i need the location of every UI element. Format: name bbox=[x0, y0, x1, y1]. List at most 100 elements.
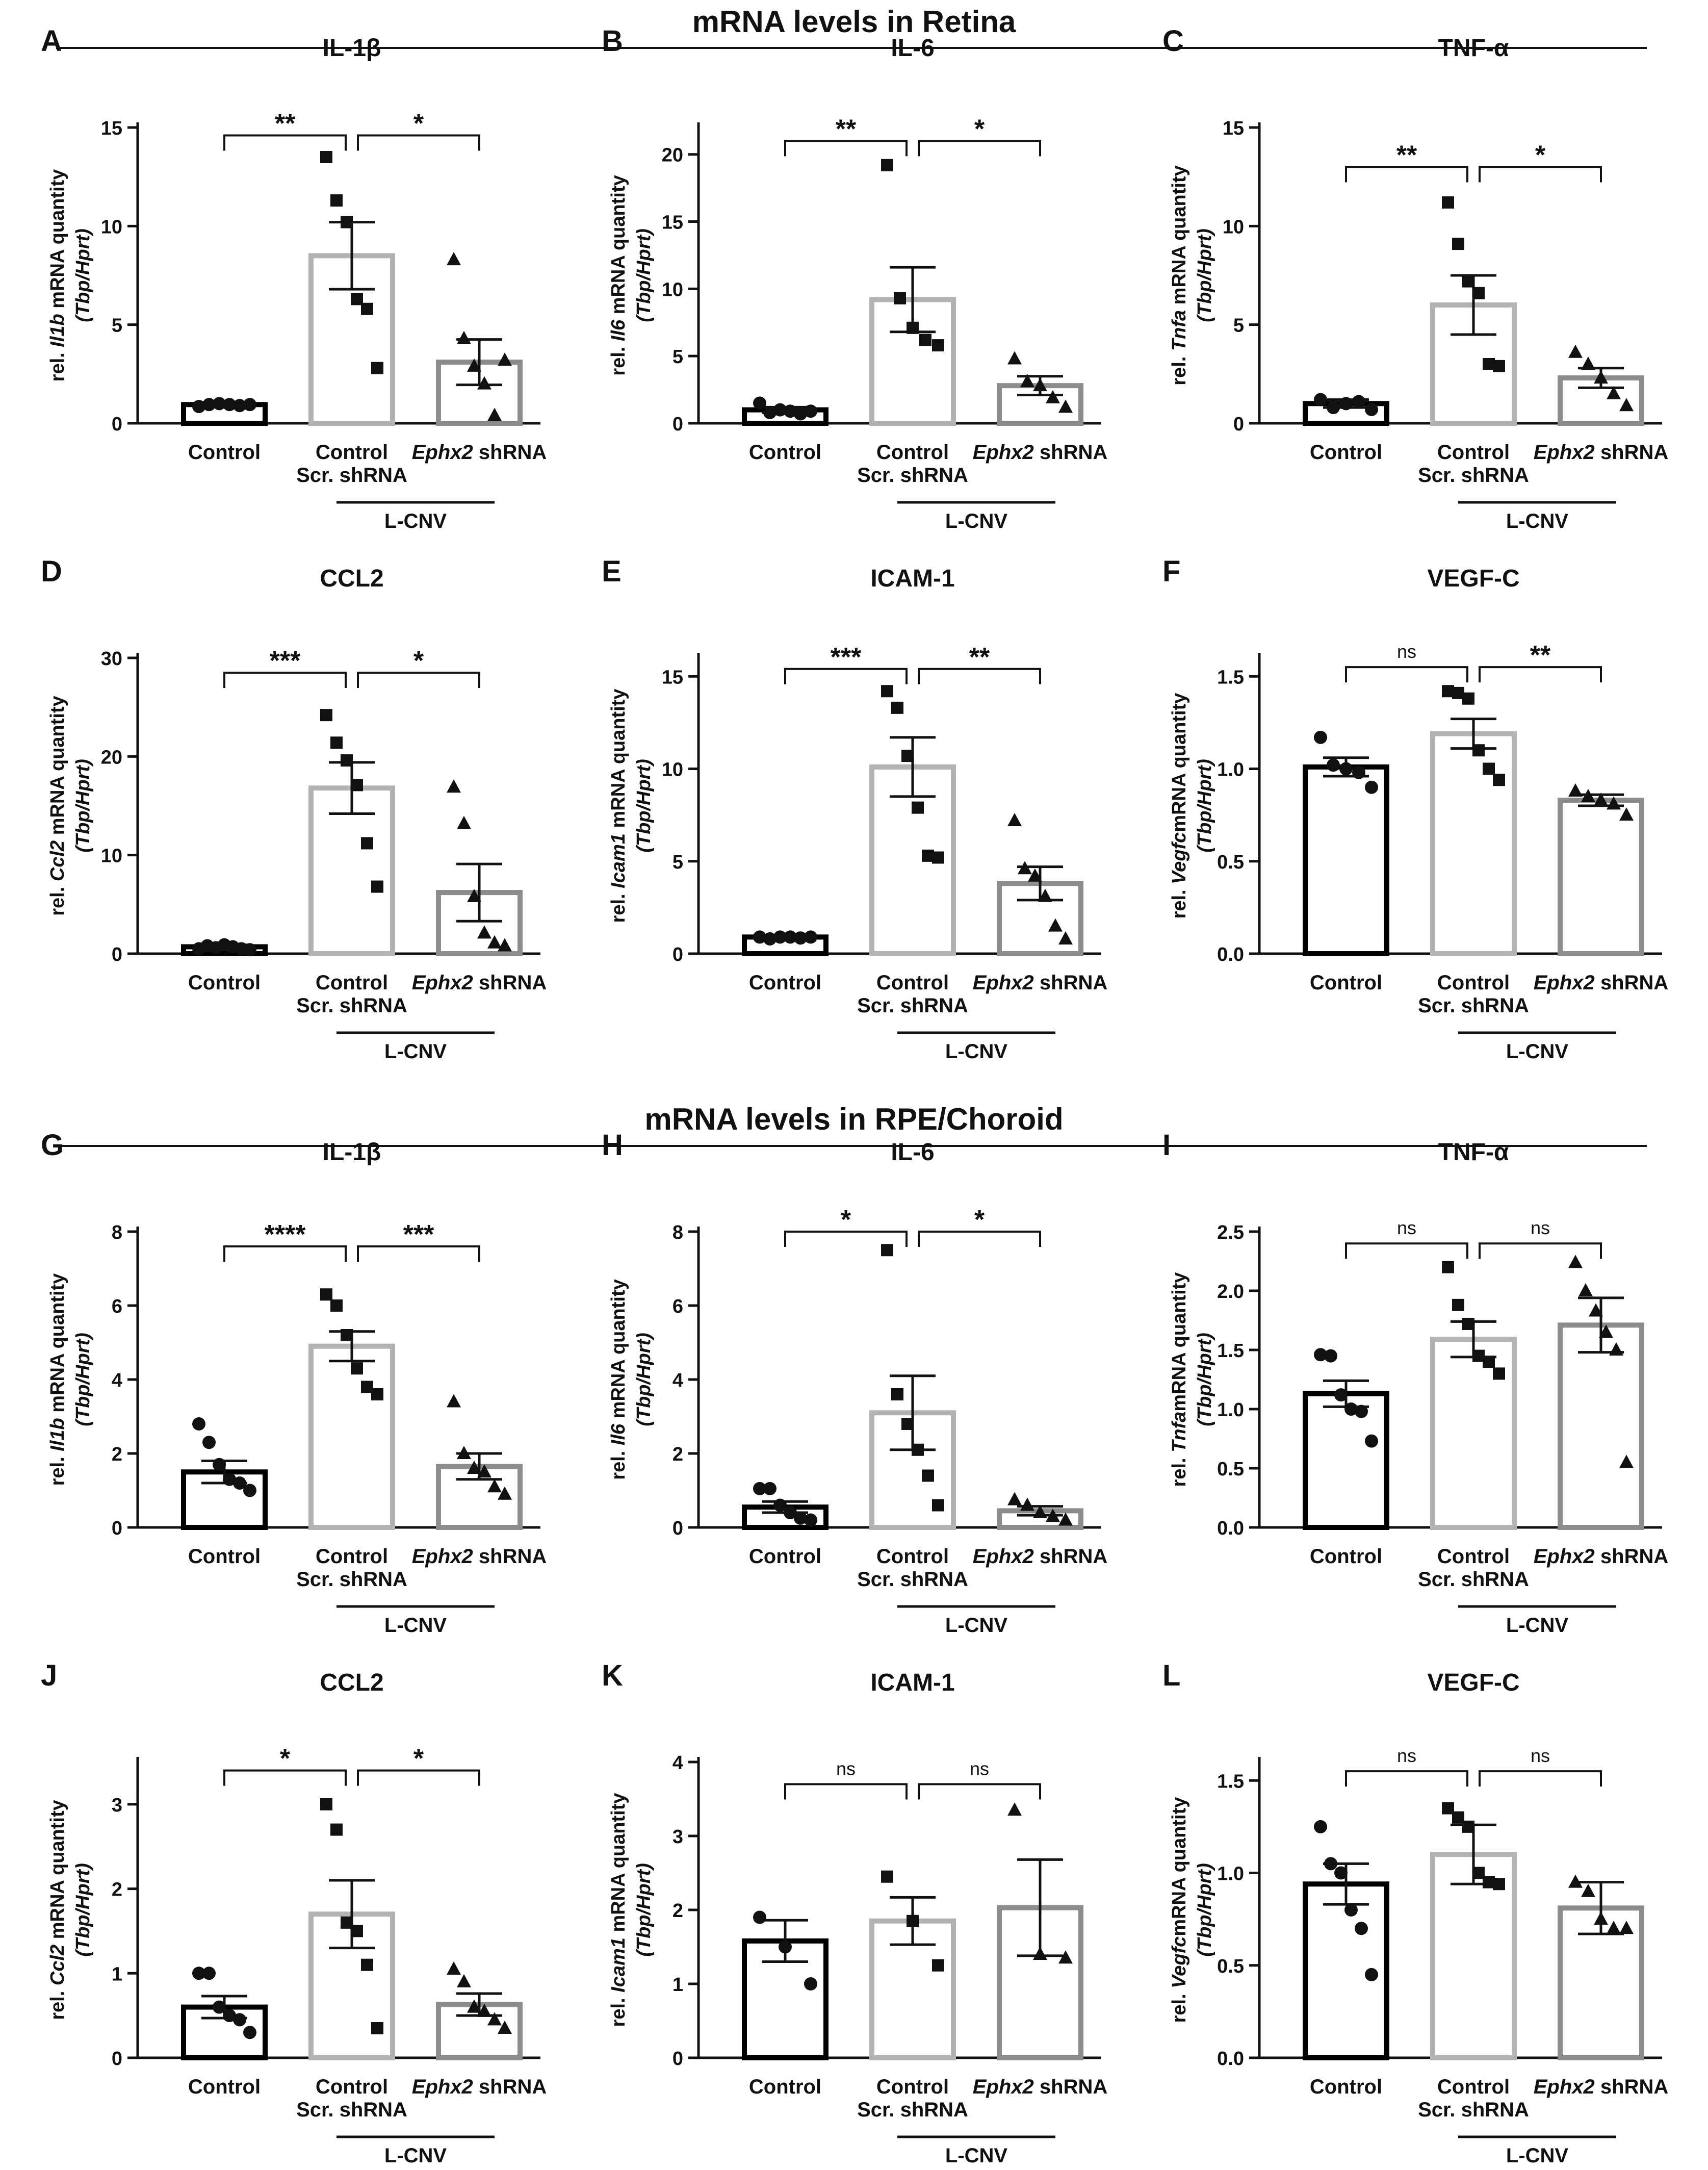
panel-i-data-point bbox=[1442, 1261, 1454, 1273]
panel-k-title: ICAM-1 bbox=[870, 1669, 954, 1696]
panel-h-data-point bbox=[1020, 1497, 1034, 1511]
panel-e-x-tick-label-gene: Ephx2 bbox=[973, 972, 1034, 994]
panel-c-x-tick-label: Ephx2 shRNA bbox=[1534, 441, 1669, 464]
panel-j-y-tick-label: 2 bbox=[112, 1879, 122, 1901]
panel-e-data-point bbox=[763, 932, 777, 946]
panel-i-y-tick-label: 0.0 bbox=[1217, 1518, 1244, 1539]
panel-k-significance-label: ns bbox=[836, 1758, 856, 1779]
panel-i-data-point bbox=[1355, 1405, 1368, 1418]
panel-e-y-tick-label: 10 bbox=[662, 759, 683, 781]
panel-c-group-label: L-CNV bbox=[1506, 510, 1569, 532]
panel-e-data-point bbox=[1058, 931, 1073, 944]
panel-k-y-label: rel. Icam1 mRNA quantity bbox=[608, 1793, 629, 2027]
panel-a-y-label-units: (Tbp/Hprt) bbox=[72, 228, 94, 322]
panel-g-data-point bbox=[477, 1464, 491, 1478]
panel-b-data-point bbox=[919, 334, 931, 346]
panel-f-x-tick-label-suffix: shRNA bbox=[1595, 972, 1668, 994]
panel-l-y-tick-label: 1.0 bbox=[1217, 1863, 1244, 1885]
panel-k-x-tick-label-suffix: shRNA bbox=[1034, 2076, 1107, 2098]
panel-b-data-point bbox=[907, 321, 919, 334]
panel-l-y-tick-label: 0.0 bbox=[1217, 2048, 1244, 2070]
panel-g-x-tick-label: Ephx2 shRNA bbox=[412, 1545, 547, 1568]
panel-c-data-point bbox=[1619, 398, 1634, 412]
panel-i-y-tick-label: 1.5 bbox=[1217, 1340, 1244, 1362]
panel-l-y-tick-label: 0.5 bbox=[1217, 1956, 1244, 1977]
panel-b-data-point bbox=[773, 403, 787, 417]
panel-g-group-label: L-CNV bbox=[384, 1614, 447, 1637]
panel-b-x-sublabel: Scr. shRNA bbox=[857, 464, 968, 487]
panel-b-y-label-units: (Tbp/Hprt) bbox=[633, 228, 655, 322]
panel-b-y-tick-label: 15 bbox=[662, 212, 683, 234]
panel-b-significance-label: ** bbox=[836, 114, 857, 144]
panel-f-bar bbox=[1303, 764, 1389, 956]
panel-c-x-sublabel: Scr. shRNA bbox=[1418, 464, 1529, 487]
panel-k-significance-label: ns bbox=[970, 1758, 989, 1779]
panel-c-y-tick-label: 0 bbox=[1233, 414, 1244, 435]
panel-c-data-point bbox=[1352, 395, 1365, 409]
panel-b-x-tick-label: Ephx2 shRNA bbox=[973, 441, 1108, 464]
panel-j-data-point bbox=[213, 2000, 226, 2014]
panel-g-data-point bbox=[243, 1484, 256, 1497]
panel-h-y-label: rel. Il6 mRNA quantity bbox=[608, 1279, 629, 1479]
panel-l-data-point bbox=[1334, 1866, 1348, 1880]
panel-l-x-tick-label-suffix: shRNA bbox=[1595, 2076, 1668, 2098]
panel-l-data-point bbox=[1365, 1968, 1378, 1981]
panel-a-x-tick-label-gene: Ephx2 bbox=[412, 441, 473, 464]
panel-c-x-tick-label-suffix: shRNA bbox=[1595, 441, 1668, 464]
panel-c-significance-bracket bbox=[1345, 166, 1468, 183]
panel-h-significance-label: * bbox=[841, 1205, 851, 1235]
panel-j-letter: J bbox=[41, 1659, 57, 1692]
panel-i-y-label-part: rel. bbox=[1169, 1452, 1190, 1487]
panel-d-data-point bbox=[477, 925, 491, 939]
panel-f-data-point bbox=[1327, 758, 1340, 772]
panel-j-data-point bbox=[447, 1961, 461, 1975]
panel-g-x-tick-label-suffix: shRNA bbox=[473, 1545, 547, 1568]
panel-k-y-tick-label: 4 bbox=[672, 1752, 683, 1774]
panel-b-letter: B bbox=[602, 24, 623, 58]
panel-h-x-tick-label-suffix: shRNA bbox=[1034, 1545, 1107, 1568]
panel-g-data-point bbox=[213, 1458, 226, 1471]
panel-e-data-point bbox=[773, 930, 787, 944]
panel-j-data-point bbox=[467, 1999, 481, 2013]
panel-a-data-point bbox=[477, 376, 491, 390]
panel-g-data-point bbox=[498, 1486, 512, 1500]
panel-l-title: VEGF-C bbox=[1427, 1669, 1519, 1696]
panel-c-y-label-part: Tnfa bbox=[1169, 310, 1190, 351]
panel-f-data-point bbox=[1594, 793, 1608, 806]
panel-f-y-label-part: Vegfc bbox=[1169, 832, 1190, 884]
panel-f-y-label-part: mRNA quantity bbox=[1169, 693, 1190, 832]
panel-f-x-tick-label: Ephx2 shRNA bbox=[1534, 972, 1669, 994]
panel-i-data-point bbox=[1324, 1349, 1337, 1363]
panel-e-data-point bbox=[912, 801, 924, 814]
panel-k-significance-bracket bbox=[918, 1783, 1041, 1800]
panel-i-data-point bbox=[1599, 1324, 1613, 1338]
panel-a-y-tick-label: 5 bbox=[112, 315, 122, 337]
panel-h-data-point bbox=[784, 1506, 797, 1519]
panel-j-x-tick-label: Ephx2 shRNA bbox=[412, 2076, 547, 2098]
panel-l-group-label: L-CNV bbox=[1506, 2145, 1569, 2167]
panel-i-y-label-units: (Tbp/Hprt) bbox=[1194, 1333, 1215, 1426]
panel-g-y-label-part: rel. bbox=[47, 1451, 68, 1486]
panel-a-y-label-part: Il1b bbox=[47, 314, 68, 347]
panel-h-x-tick-label: Control bbox=[749, 1545, 821, 1568]
panel-a-data-point bbox=[457, 330, 471, 344]
panel-f-group-label: L-CNV bbox=[1506, 1040, 1569, 1063]
panel-j-data-point bbox=[320, 1798, 332, 1810]
panel-f-bar bbox=[1430, 731, 1517, 956]
panel-e-data-point bbox=[804, 930, 817, 944]
panel-l-data-point bbox=[1344, 1903, 1358, 1917]
panel-a-x-tick-label: Control bbox=[316, 441, 388, 464]
panel-l-data-point bbox=[1619, 1921, 1634, 1934]
panel-f-data-point bbox=[1365, 780, 1378, 794]
panel-b-data-point bbox=[1046, 390, 1060, 403]
panel-a-data-point bbox=[498, 352, 512, 366]
panel-d-significance-bracket bbox=[223, 672, 347, 688]
panel-i-y-label-part: mRNA quantity bbox=[1169, 1272, 1190, 1412]
panel-g-y-tick-label: 4 bbox=[112, 1370, 122, 1391]
panel-g-data-point bbox=[192, 1417, 205, 1431]
panel-b-y-tick-label: 5 bbox=[672, 346, 683, 368]
panel-l-data-point bbox=[1324, 1857, 1337, 1871]
panel-f-y-tick-label: 0.0 bbox=[1217, 944, 1244, 965]
panel-i-data-point bbox=[1334, 1388, 1348, 1402]
panel-f-letter: F bbox=[1162, 555, 1180, 588]
